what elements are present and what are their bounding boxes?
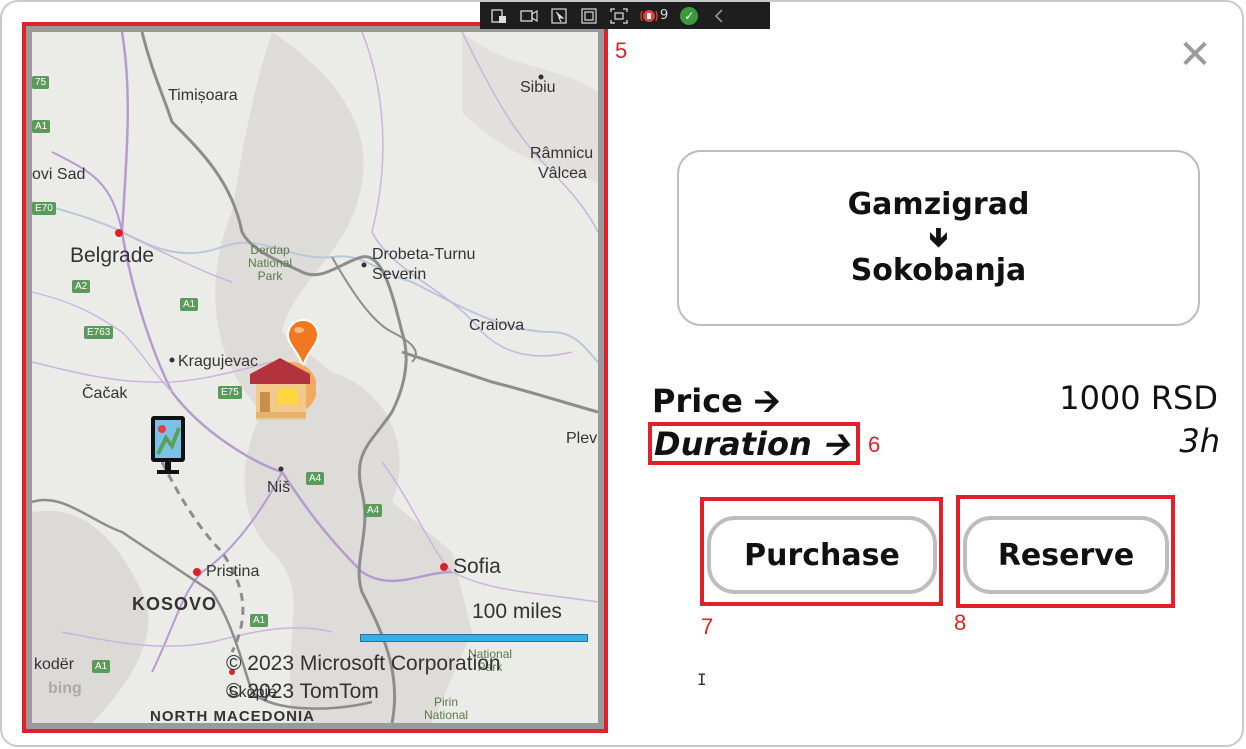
road-shield: A4 bbox=[364, 504, 383, 517]
map-scale-bar bbox=[360, 634, 588, 642]
map-scale-label: 100 miles bbox=[472, 600, 562, 623]
map-copyright-microsoft: © 2023 Microsoft Corporation bbox=[226, 652, 501, 675]
live-visual-tree-icon[interactable] bbox=[490, 8, 508, 24]
duration-label: Duration 🡪 bbox=[654, 425, 849, 463]
close-icon[interactable]: ✕ bbox=[1178, 32, 1212, 78]
park-line: National bbox=[248, 256, 293, 270]
annotation-label-reserve: 8 bbox=[954, 610, 967, 635]
map-city-label: Čačak bbox=[82, 385, 128, 402]
annotation-label-purchase: 7 bbox=[701, 614, 714, 639]
purchase-button[interactable]: Purchase bbox=[707, 516, 937, 594]
road-shield: E763 bbox=[84, 326, 114, 339]
debug-toolbar: 9 ✓ bbox=[480, 2, 770, 29]
map-view[interactable]: Timișoara Sibiu Râmnicu Vâlcea ovi Sad B… bbox=[32, 32, 598, 723]
map-city-label: Kragujevac bbox=[178, 353, 259, 370]
map-city-label: Sibiu bbox=[520, 79, 556, 96]
road-shield: A1 bbox=[180, 298, 199, 311]
park-line: Pirin bbox=[434, 695, 459, 709]
status-ok-icon: ✓ bbox=[680, 6, 699, 25]
road-shield: A1 bbox=[250, 614, 269, 627]
park-line: Park bbox=[257, 269, 283, 283]
price-label: Price 🡪 bbox=[652, 382, 780, 420]
map-city-label: ovi Sad bbox=[32, 166, 86, 183]
road-shield: E70 bbox=[32, 202, 56, 215]
map-city-label: Râmnicu bbox=[530, 145, 594, 162]
map-city-label: kodër bbox=[34, 656, 75, 673]
purchase-annotation-frame bbox=[700, 497, 943, 606]
station-sign-icon[interactable] bbox=[148, 414, 188, 476]
price-value: 1000 RSD bbox=[1059, 379, 1218, 417]
map-park-label: Pirin National bbox=[424, 696, 468, 722]
park-line: Derdap bbox=[250, 243, 290, 257]
binding-failures-count: 9 bbox=[660, 8, 669, 23]
map-city-label: Niš bbox=[267, 479, 291, 496]
route-origin: Gamzigrad bbox=[847, 187, 1030, 222]
map-city-label: Belgrade bbox=[70, 244, 155, 267]
map-city-label: Sofia bbox=[453, 555, 501, 578]
road-shield: E75 bbox=[218, 386, 242, 399]
map-terrain bbox=[32, 32, 598, 723]
select-element-icon[interactable] bbox=[550, 7, 568, 24]
route-destination: Sokobanja bbox=[850, 253, 1027, 288]
road-shield: 75 bbox=[32, 76, 50, 89]
map-city-label: Severin bbox=[372, 266, 427, 283]
road-shield: A1 bbox=[92, 660, 111, 673]
road-shield: A2 bbox=[72, 280, 91, 293]
park-line: National bbox=[468, 647, 513, 661]
track-focus-icon[interactable] bbox=[610, 7, 628, 24]
road-shield: A4 bbox=[306, 472, 325, 485]
annotation-label-map: 5 bbox=[615, 38, 628, 63]
belgrade-dot bbox=[115, 229, 123, 237]
route-card: Gamzigrad 🡻 Sokobanja bbox=[677, 150, 1200, 326]
map-park-label: Derdap National Park bbox=[248, 244, 292, 283]
map-region-label: KOSOVO bbox=[132, 594, 218, 614]
video-icon[interactable] bbox=[520, 8, 538, 24]
map-annotation-frame: Timișoara Sibiu Râmnicu Vâlcea ovi Sad B… bbox=[22, 22, 608, 733]
map-city-label: Vâlcea bbox=[538, 165, 587, 182]
map-city-label: Craiova bbox=[469, 317, 525, 334]
bing-logo: bing bbox=[48, 680, 82, 697]
house-marker-icon[interactable] bbox=[246, 354, 316, 424]
park-line: Park bbox=[477, 660, 503, 674]
reserve-annotation-frame bbox=[956, 495, 1175, 608]
map-city-label: Skopje bbox=[228, 684, 277, 701]
road-shield: A1 bbox=[32, 120, 51, 133]
map-city-label: Drobeta-Turnu bbox=[372, 246, 476, 263]
map-copyright-tomtom: © 2023 TomTom bbox=[226, 680, 379, 703]
annotation-label-duration: 6 bbox=[868, 432, 881, 457]
park-line: National bbox=[424, 708, 469, 722]
collapse-toolbar-icon[interactable] bbox=[710, 8, 728, 24]
duration-annotation-frame bbox=[648, 422, 860, 465]
map-region-label: NORTH MACEDONIA bbox=[150, 708, 315, 723]
layout-adorner-icon[interactable] bbox=[580, 7, 598, 24]
binding-failures-icon[interactable] bbox=[640, 8, 658, 24]
map-city-label: Timișoara bbox=[168, 87, 238, 104]
map-city-label: Plev bbox=[566, 430, 598, 447]
duration-value: 3h bbox=[1179, 422, 1220, 460]
map-park-label: National Park bbox=[468, 648, 512, 674]
reserve-button[interactable]: Reserve bbox=[963, 516, 1169, 594]
text-cursor-icon: I bbox=[697, 670, 707, 689]
arrow-down-icon: 🡻 bbox=[929, 223, 948, 253]
map-city-label: Pristina bbox=[206, 563, 260, 580]
